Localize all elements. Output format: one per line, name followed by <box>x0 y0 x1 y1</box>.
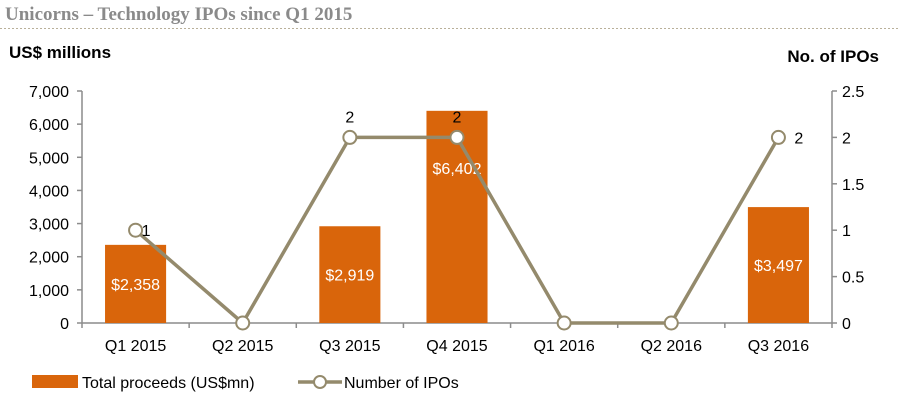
y-tick-label: 5,000 <box>29 150 69 167</box>
x-tick-label: Q1 2016 <box>533 338 594 355</box>
line-marker <box>556 315 572 331</box>
bar-data-label: $6,402 <box>433 161 482 178</box>
y2-tick-label: 0.5 <box>842 270 864 287</box>
legend-line-label: Number of IPOs <box>344 375 459 392</box>
bar <box>105 244 167 323</box>
line-data-label: 2 <box>794 130 803 147</box>
x-tick-label: Q4 2015 <box>426 338 487 355</box>
y-axis-title: US$ millions <box>9 43 111 62</box>
bar-data-label: $2,919 <box>325 268 374 285</box>
y-tick-label: 3,000 <box>29 217 69 234</box>
y2-tick-label: 2.5 <box>842 84 864 101</box>
y-tick-label: 0 <box>60 316 69 333</box>
legend-line-marker <box>313 375 327 389</box>
bar <box>319 226 381 323</box>
bar-data-label: $2,358 <box>111 277 160 294</box>
x-tick-label: Q1 2015 <box>105 338 166 355</box>
bar-data-label: $3,497 <box>754 258 803 275</box>
line-marker <box>342 129 358 145</box>
x-tick-label: Q2 2016 <box>641 338 702 355</box>
bar <box>747 207 809 323</box>
y2-tick-label: 1.5 <box>842 177 864 194</box>
x-tick-label: Q2 2015 <box>212 338 273 355</box>
line-marker <box>235 315 251 331</box>
y2-tick-label: 1 <box>842 223 851 240</box>
y-tick-label: 4,000 <box>29 183 69 200</box>
y2-tick-label: 2 <box>842 130 851 147</box>
line-data-label: 2 <box>345 109 354 126</box>
y-tick-label: 6,000 <box>29 117 69 134</box>
y-tick-label: 1,000 <box>29 283 69 300</box>
legend-bar-label: Total proceeds (US$mn) <box>82 375 255 392</box>
line-data-label: 2 <box>453 109 462 126</box>
line-marker <box>663 315 679 331</box>
y-tick-label: 7,000 <box>29 84 69 101</box>
x-tick-label: Q3 2016 <box>748 338 809 355</box>
bar <box>426 110 488 323</box>
legend-bar-swatch <box>32 375 78 388</box>
y2-axis-title: No. of IPOs <box>787 47 879 66</box>
chart-title: Unicorns – Technology IPOs since Q1 2015 <box>5 4 353 25</box>
y-tick-label: 2,000 <box>29 250 69 267</box>
y2-tick-label: 0 <box>842 316 851 333</box>
x-tick-label: Q3 2015 <box>319 338 380 355</box>
line-marker <box>128 222 144 238</box>
line-marker <box>449 129 465 145</box>
line-data-label: 1 <box>142 223 151 240</box>
line-marker <box>770 129 786 145</box>
